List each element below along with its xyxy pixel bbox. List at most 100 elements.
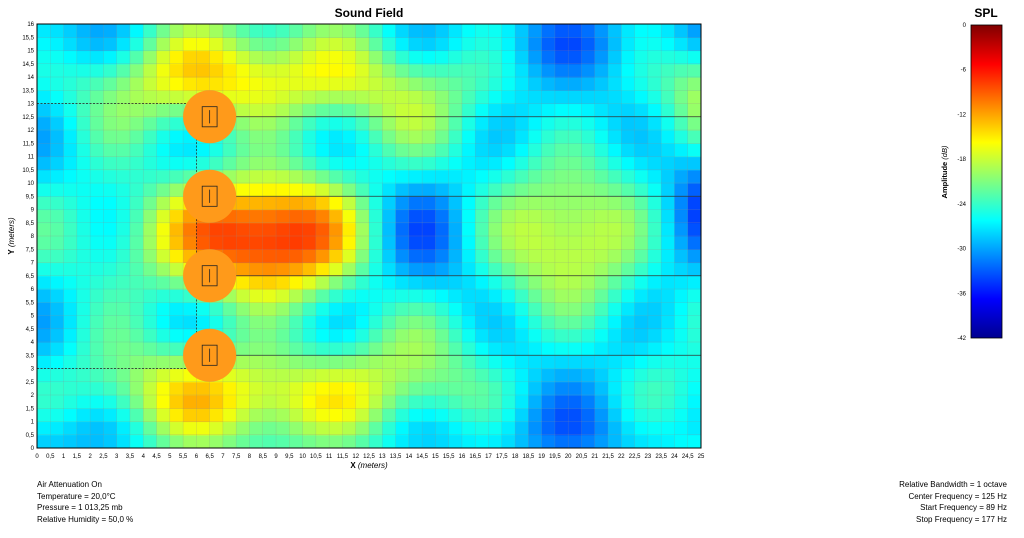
heatmap-cell — [541, 196, 556, 211]
heatmap-cell — [382, 315, 397, 330]
heatmap-cell — [594, 328, 609, 343]
x-tick-label: 11,5 — [337, 454, 349, 460]
heatmap-cell — [129, 275, 144, 290]
heatmap-cell — [554, 130, 569, 144]
heatmap-cell — [156, 183, 171, 197]
heatmap-cell — [222, 50, 237, 65]
heatmap-cell — [302, 222, 317, 237]
x-tick-label: 0 — [35, 454, 39, 460]
heatmap-cell — [408, 37, 423, 52]
heatmap-cell — [594, 156, 609, 171]
heatmap-cell — [647, 395, 662, 409]
heatmap-cell — [647, 116, 662, 131]
heatmap-cell — [501, 209, 516, 224]
heatmap-cell — [395, 90, 410, 105]
heatmap-cell — [37, 77, 51, 91]
heatmap-cell — [315, 222, 330, 237]
heatmap-cell — [488, 315, 503, 330]
heatmap-cell — [501, 196, 516, 211]
heatmap-cell — [315, 342, 330, 356]
heatmap-cell — [515, 196, 529, 211]
heatmap-cell — [116, 275, 131, 290]
heatmap-cell — [608, 77, 622, 91]
heatmap-cell — [594, 408, 609, 423]
heatmap-cell — [608, 37, 622, 52]
heatmap-cell — [329, 116, 344, 131]
heatmap-cell — [395, 24, 410, 38]
heatmap-cell — [183, 236, 197, 250]
heatmap-cell — [568, 289, 583, 303]
heatmap-cell — [249, 421, 264, 436]
heatmap-cell — [76, 77, 91, 91]
heatmap-cell — [236, 342, 251, 356]
heatmap-cell — [581, 130, 596, 144]
heatmap-cell — [568, 90, 583, 105]
heatmap-cell — [461, 156, 476, 171]
heatmap-cell — [594, 315, 609, 330]
heatmap-cell — [634, 183, 649, 197]
heatmap-cell — [475, 262, 490, 277]
y-tick-label: 8 — [31, 234, 35, 240]
heatmap-cell — [116, 434, 131, 448]
heatmap-cell — [143, 196, 158, 211]
heatmap-cell — [355, 116, 370, 131]
heatmap-cell — [422, 130, 436, 144]
heatmap-cell — [302, 156, 317, 171]
x-tick-label: 16 — [459, 454, 466, 460]
heatmap-cell — [435, 421, 450, 436]
heatmap-cell — [369, 315, 383, 330]
heatmap-cell — [608, 222, 622, 237]
heatmap-cell — [129, 209, 144, 224]
heatmap-cell — [541, 90, 556, 105]
heatmap-cell — [156, 143, 171, 158]
heatmap-cell — [448, 275, 463, 290]
heatmap-cell — [687, 302, 701, 317]
heatmap-cell — [661, 262, 676, 277]
heatmap-cell — [488, 116, 503, 131]
heatmap-cell — [674, 24, 689, 38]
heatmap-cell — [488, 143, 503, 158]
heatmap-cell — [634, 37, 649, 52]
heatmap-cell — [461, 169, 476, 184]
heatmap-cell — [37, 368, 51, 383]
colorbar-tick-label: -30 — [957, 247, 966, 253]
heatmap-cell — [329, 50, 344, 65]
heatmap-cell — [461, 130, 476, 144]
heatmap-cell — [76, 249, 91, 264]
heatmap-cell — [448, 37, 463, 52]
heatmap-cell — [528, 249, 543, 264]
heatmap-cell — [435, 434, 450, 448]
heatmap-cell — [621, 37, 636, 52]
heatmap-cell — [209, 37, 224, 52]
heatmap-cell — [382, 289, 397, 303]
heatmap-cell — [315, 156, 330, 171]
heatmap-cell — [568, 355, 583, 370]
heatmap-cell — [63, 275, 78, 290]
heatmap-cell — [395, 289, 410, 303]
heatmap-cell — [528, 143, 543, 158]
heatmap-cell — [634, 90, 649, 105]
heatmap-cell — [156, 77, 171, 91]
heatmap-cell — [435, 355, 450, 370]
heatmap-cell — [315, 50, 330, 65]
y-tick-label: 2 — [31, 393, 35, 399]
heatmap-cell — [129, 434, 144, 448]
heatmap-cell — [475, 183, 490, 197]
y-tick-label: 4,5 — [26, 327, 35, 333]
heatmap-cell — [395, 63, 410, 78]
heatmap-cell — [129, 130, 144, 144]
heatmap-cell — [501, 37, 516, 52]
heatmap-cell — [515, 434, 529, 448]
heatmap-cell — [342, 63, 357, 78]
x-tick-label: 22,5 — [629, 454, 641, 460]
x-tick-label: 5 — [168, 454, 172, 460]
heatmap-cell — [169, 328, 184, 343]
heatmap-cell — [50, 50, 65, 65]
heatmap-cell — [236, 302, 251, 317]
heatmap-cell — [222, 381, 237, 396]
heatmap-cell — [342, 355, 357, 370]
heatmap-cell — [488, 342, 503, 356]
heatmap-cell — [236, 236, 251, 250]
heatmap-cell — [169, 77, 184, 91]
